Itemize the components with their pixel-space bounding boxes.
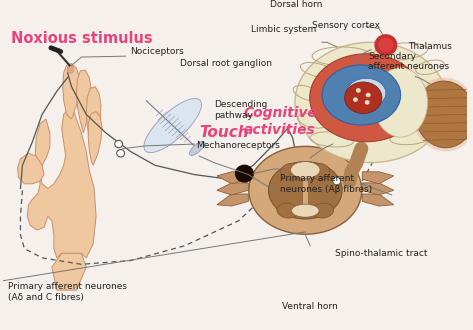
Text: Cognitive
activities: Cognitive activities — [244, 106, 317, 138]
Ellipse shape — [322, 65, 401, 125]
Polygon shape — [27, 105, 96, 258]
Ellipse shape — [374, 68, 428, 137]
Ellipse shape — [345, 82, 382, 114]
Text: Dorsal root ganglion: Dorsal root ganglion — [180, 59, 272, 68]
Ellipse shape — [269, 162, 342, 219]
Text: Sensory cortex: Sensory cortex — [312, 21, 380, 30]
Ellipse shape — [249, 146, 362, 234]
Polygon shape — [18, 153, 44, 184]
Ellipse shape — [412, 78, 473, 151]
Ellipse shape — [310, 163, 330, 180]
Polygon shape — [362, 194, 394, 206]
Circle shape — [333, 177, 341, 185]
Polygon shape — [217, 194, 248, 206]
Circle shape — [236, 165, 253, 182]
Text: Noxious stimulus: Noxious stimulus — [10, 31, 152, 46]
Circle shape — [117, 149, 124, 157]
Text: Primary afferent
neurones (Aβ fibres): Primary afferent neurones (Aβ fibres) — [280, 174, 372, 193]
Circle shape — [115, 140, 123, 148]
Ellipse shape — [67, 65, 74, 73]
Ellipse shape — [190, 141, 204, 155]
Circle shape — [375, 35, 397, 55]
Text: Limbic system: Limbic system — [251, 25, 316, 34]
Ellipse shape — [310, 54, 423, 142]
Polygon shape — [52, 253, 86, 290]
Polygon shape — [362, 172, 394, 184]
Bar — [302, 177, 308, 204]
Circle shape — [365, 100, 369, 105]
Circle shape — [356, 88, 361, 93]
Text: Primary afferent neurones
(Aδ and C fibres): Primary afferent neurones (Aδ and C fibr… — [8, 282, 127, 302]
Polygon shape — [217, 183, 248, 195]
Text: Ventral horn: Ventral horn — [282, 302, 337, 312]
Ellipse shape — [144, 98, 201, 153]
Circle shape — [353, 97, 358, 102]
Ellipse shape — [312, 203, 334, 218]
Polygon shape — [77, 70, 91, 133]
Polygon shape — [362, 183, 394, 195]
Polygon shape — [88, 112, 102, 165]
Ellipse shape — [291, 204, 319, 217]
Ellipse shape — [277, 203, 298, 218]
Text: Touch: Touch — [199, 125, 249, 141]
Circle shape — [379, 39, 393, 51]
Ellipse shape — [281, 163, 300, 180]
Ellipse shape — [290, 162, 320, 178]
Text: Dorsal horn: Dorsal horn — [270, 0, 322, 9]
Text: Secondary
afferent neurones: Secondary afferent neurones — [368, 52, 449, 71]
Ellipse shape — [347, 78, 386, 108]
Circle shape — [366, 93, 371, 97]
Polygon shape — [86, 87, 101, 149]
Text: Spino-thalamic tract: Spino-thalamic tract — [335, 249, 427, 258]
Text: Nociceptors: Nociceptors — [131, 47, 184, 56]
Ellipse shape — [295, 42, 447, 163]
Ellipse shape — [415, 81, 473, 148]
Text: Descending
pathway: Descending pathway — [214, 100, 267, 119]
Polygon shape — [217, 172, 248, 184]
Text: Mechanoreceptors: Mechanoreceptors — [196, 141, 280, 150]
Polygon shape — [63, 64, 79, 119]
Text: Thalamus: Thalamus — [409, 42, 452, 51]
